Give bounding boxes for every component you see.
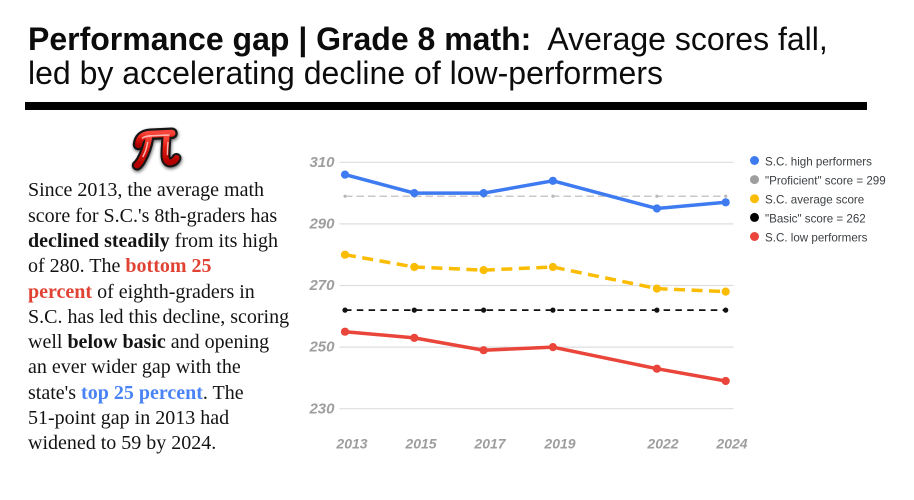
svg-text:310: 310: [309, 154, 335, 171]
svg-text:"Proficient" score = 299: "Proficient" score = 299: [765, 175, 886, 188]
svg-text:S.C. average score: S.C. average score: [765, 194, 864, 207]
svg-text:2024: 2024: [715, 436, 747, 452]
svg-text:2017: 2017: [473, 436, 506, 452]
svg-text:2022: 2022: [646, 436, 678, 452]
svg-text:"Basic" score = 262: "Basic" score = 262: [765, 212, 866, 225]
svg-text:270: 270: [308, 277, 335, 294]
svg-text:2015: 2015: [404, 436, 436, 452]
svg-text:290: 290: [308, 216, 335, 233]
svg-text:250: 250: [308, 339, 335, 356]
svg-text:S.C. high performers: S.C. high performers: [765, 156, 872, 169]
svg-text:2019: 2019: [543, 436, 575, 452]
svg-text:S.C. low performers: S.C. low performers: [765, 232, 868, 245]
svg-text:230: 230: [308, 400, 335, 417]
svg-text:2013: 2013: [335, 436, 367, 452]
